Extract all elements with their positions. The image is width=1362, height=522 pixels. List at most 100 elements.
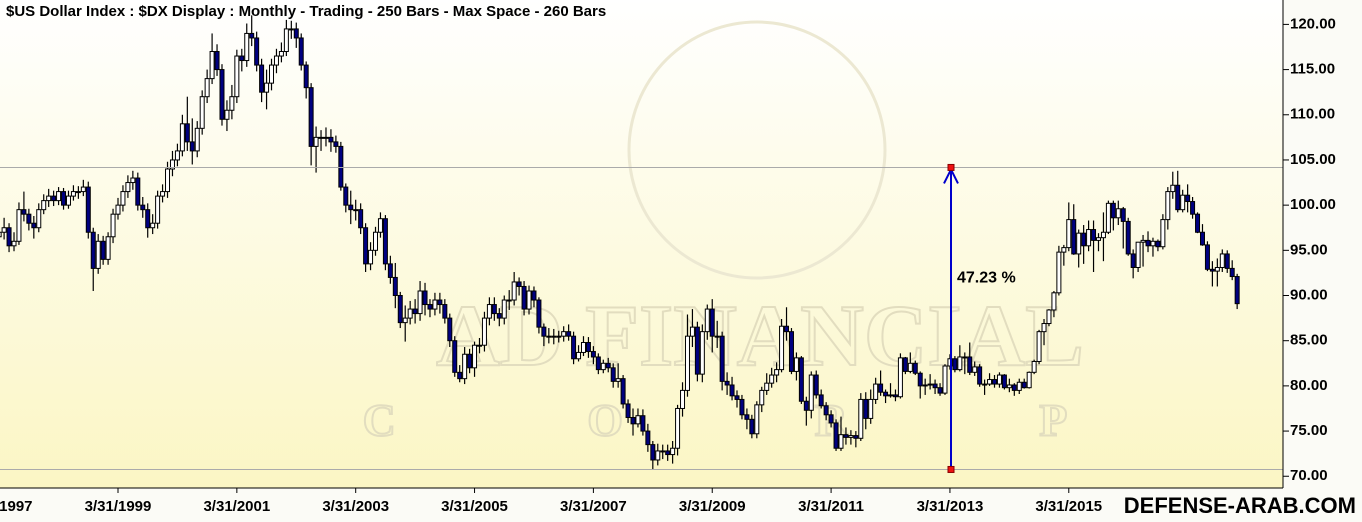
candle-body bbox=[922, 384, 928, 387]
candle-body bbox=[457, 371, 463, 380]
candle-body bbox=[179, 123, 185, 152]
candle-body bbox=[798, 357, 804, 402]
candle-body bbox=[382, 218, 388, 265]
candle-body bbox=[1, 227, 7, 233]
candle-body bbox=[1130, 253, 1136, 268]
measure-end bbox=[947, 465, 955, 473]
candle-body bbox=[204, 78, 210, 98]
candle-body bbox=[1224, 253, 1230, 269]
y-tick-label: 110.00 bbox=[1290, 106, 1335, 123]
candle-body bbox=[1175, 184, 1181, 211]
candle-body bbox=[739, 398, 745, 416]
candle-body bbox=[244, 32, 250, 62]
candle-body bbox=[1190, 201, 1196, 215]
candle-body bbox=[912, 362, 918, 374]
candle-body bbox=[328, 136, 334, 143]
candle-body bbox=[308, 87, 314, 147]
candle-body bbox=[1140, 239, 1146, 243]
y-tick-label: 70.00 bbox=[1290, 467, 1328, 484]
candle-body bbox=[1036, 331, 1042, 362]
candle-body bbox=[714, 335, 720, 338]
candle-body bbox=[605, 362, 611, 369]
candle-body bbox=[650, 444, 656, 461]
candle-body bbox=[75, 191, 81, 194]
candle-body bbox=[808, 374, 814, 411]
candle-body bbox=[229, 96, 235, 111]
candle-body bbox=[214, 51, 220, 71]
candle-body bbox=[1095, 237, 1101, 241]
x-tick-label: 3/31/2011 bbox=[798, 498, 864, 515]
candle-body bbox=[1066, 219, 1072, 249]
candle-body bbox=[427, 304, 433, 310]
candle-body bbox=[1125, 220, 1131, 255]
candle-body bbox=[1165, 191, 1171, 221]
candle-body bbox=[620, 378, 626, 405]
candle-body bbox=[1214, 266, 1220, 272]
candle-body bbox=[551, 335, 557, 338]
candle-body bbox=[1199, 231, 1205, 246]
candle-body bbox=[338, 145, 344, 188]
candle-body bbox=[249, 32, 255, 39]
candle-body bbox=[585, 342, 591, 353]
candle-body bbox=[878, 383, 884, 393]
candle-body bbox=[1031, 360, 1037, 373]
candle-body bbox=[625, 403, 631, 419]
candle-body bbox=[377, 218, 383, 233]
candle-body bbox=[580, 342, 586, 353]
candle-body bbox=[600, 362, 606, 371]
candle-body bbox=[823, 405, 829, 416]
candle-body bbox=[397, 295, 403, 324]
candle-body bbox=[80, 186, 86, 193]
candle-body bbox=[521, 285, 527, 310]
candle-body bbox=[36, 209, 42, 229]
candle-body bbox=[595, 356, 601, 371]
candle-body bbox=[318, 136, 324, 139]
candle-body bbox=[264, 82, 270, 93]
candle-body bbox=[65, 195, 71, 206]
candle-body bbox=[927, 383, 933, 386]
y-tick-label: 115.00 bbox=[1290, 61, 1335, 78]
candle-body bbox=[169, 159, 175, 170]
candle-body bbox=[130, 177, 136, 184]
candle-body bbox=[655, 450, 661, 461]
candle-body bbox=[675, 407, 681, 449]
candle-body bbox=[85, 186, 91, 233]
candle-body bbox=[645, 430, 651, 446]
candle-body bbox=[447, 317, 453, 342]
candle-body bbox=[1076, 232, 1082, 255]
candle-body bbox=[140, 204, 146, 211]
candle-body bbox=[145, 209, 151, 229]
candle-body bbox=[155, 195, 161, 224]
candle-body bbox=[219, 69, 225, 120]
candle-body bbox=[576, 351, 582, 360]
candle-body bbox=[1021, 381, 1027, 389]
candle-body bbox=[288, 28, 294, 31]
candle-body bbox=[863, 398, 869, 419]
candle-body bbox=[373, 231, 379, 251]
candle-body bbox=[343, 186, 349, 206]
candle-body bbox=[987, 379, 993, 385]
candle-body bbox=[442, 304, 448, 319]
candle-body bbox=[556, 335, 562, 338]
candle-body bbox=[719, 335, 725, 382]
candle-body bbox=[239, 55, 245, 62]
candle-body bbox=[56, 191, 62, 202]
candle-body bbox=[0, 231, 2, 238]
candle-body bbox=[358, 209, 364, 229]
y-tick-label: 105.00 bbox=[1290, 151, 1336, 168]
chart-title: $US Dollar Index : $DX Display : Monthly… bbox=[6, 3, 606, 20]
candle-body bbox=[1041, 323, 1047, 333]
candle-body bbox=[788, 331, 794, 372]
candle-body bbox=[184, 123, 190, 143]
candle-body bbox=[199, 96, 205, 129]
candle-body bbox=[744, 414, 750, 420]
candle-body bbox=[615, 378, 621, 382]
candle-body bbox=[1229, 267, 1235, 278]
y-tick-label: 85.00 bbox=[1290, 332, 1328, 349]
candle-body bbox=[363, 227, 369, 265]
candle-body bbox=[1071, 219, 1077, 255]
candle-body bbox=[194, 127, 200, 152]
candle-body bbox=[476, 344, 482, 347]
candle-body bbox=[31, 222, 37, 229]
x-tick-label: 3/31/2001 bbox=[203, 498, 270, 515]
